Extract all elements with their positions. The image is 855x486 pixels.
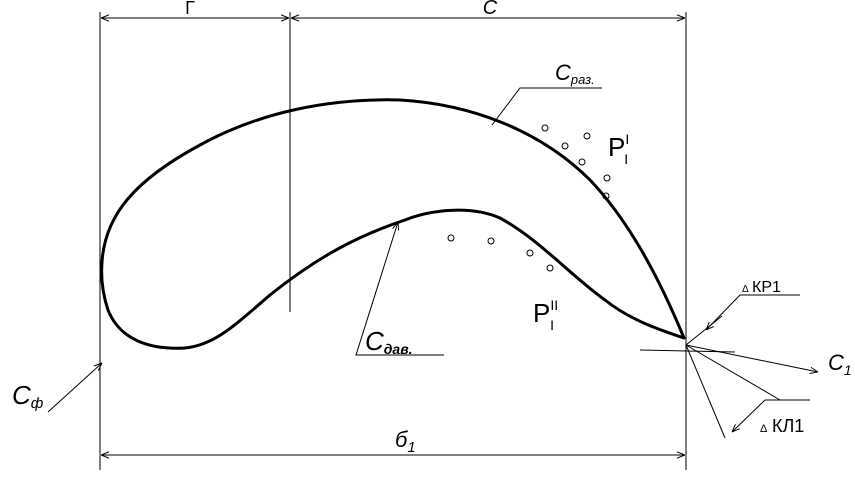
label-sub: I <box>550 317 554 333</box>
label-sub: 1 <box>844 362 852 378</box>
dim-main: б <box>395 427 409 452</box>
label-sup: I <box>625 131 629 147</box>
leader-lines <box>47 87 602 413</box>
pressure-points <box>447 124 611 272</box>
label-main: С <box>12 380 31 410</box>
label-sup: II <box>550 297 558 313</box>
dim-sub: 1 <box>407 439 415 456</box>
label-text: КР1 <box>752 279 781 296</box>
trailing-edge-lines <box>639 294 818 439</box>
label: Сдав. <box>365 326 413 357</box>
construction-lines <box>99 12 687 470</box>
label-main: С <box>555 60 571 85</box>
label: Δ <box>742 284 749 295</box>
label-sub: ф <box>31 395 44 412</box>
label-delta: Δ <box>760 423 768 435</box>
dim-label: Г <box>185 0 195 18</box>
label: РII I <box>533 297 558 333</box>
label: Сф <box>12 380 44 412</box>
label-main: С <box>365 326 384 356</box>
label-delta: Δ <box>742 284 749 295</box>
label: Сраз. <box>555 60 595 87</box>
dim-label: С <box>483 0 498 19</box>
label-main: С <box>828 350 844 375</box>
label: Δ <box>760 423 768 435</box>
dim-label: б1 <box>395 427 416 456</box>
label-main: Р <box>608 132 625 162</box>
blade-profile <box>100 98 686 350</box>
label-text: КЛ1 <box>772 416 804 436</box>
label-sub: раз. <box>570 72 595 87</box>
label-sub: дав. <box>384 341 413 357</box>
label-sub: I <box>624 151 628 167</box>
label: С1 <box>828 350 852 378</box>
label: РI I <box>608 131 629 167</box>
label-main: Р <box>533 298 550 328</box>
